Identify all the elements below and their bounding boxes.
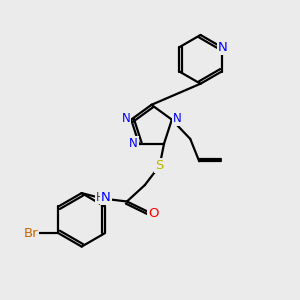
Text: N: N: [122, 112, 130, 124]
Text: H: H: [96, 190, 104, 203]
Text: N: N: [101, 190, 111, 203]
Text: N: N: [218, 41, 228, 54]
Text: N: N: [129, 137, 138, 150]
Text: S: S: [155, 159, 164, 172]
Text: Br: Br: [24, 227, 38, 240]
Text: N: N: [173, 112, 182, 124]
Text: O: O: [148, 207, 159, 220]
